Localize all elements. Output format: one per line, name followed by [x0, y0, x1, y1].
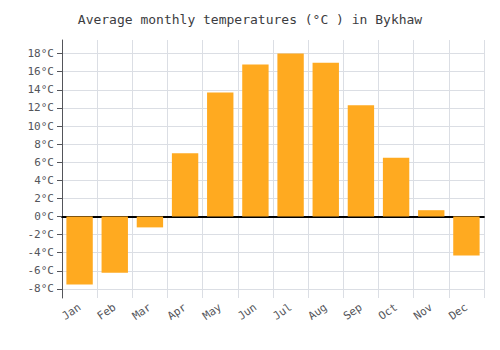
svg-text:0°C: 0°C [34, 210, 54, 223]
svg-text:Jan: Jan [60, 301, 84, 323]
svg-text:16°C: 16°C [28, 65, 55, 78]
svg-text:12°C: 12°C [28, 101, 55, 114]
svg-text:May: May [200, 300, 224, 322]
svg-text:2°C: 2°C [34, 192, 54, 205]
svg-text:Jul: Jul [271, 301, 295, 323]
svg-text:Feb: Feb [95, 301, 119, 323]
svg-text:Apr: Apr [165, 300, 189, 322]
svg-text:-2°C: -2°C [28, 228, 55, 241]
svg-text:Nov: Nov [411, 300, 435, 322]
svg-text:Oct: Oct [376, 301, 400, 323]
svg-text:-6°C: -6°C [28, 264, 55, 277]
svg-text:Aug: Aug [306, 301, 330, 323]
svg-text:-8°C: -8°C [28, 282, 55, 295]
svg-text:Dec: Dec [446, 301, 470, 323]
svg-text:-4°C: -4°C [28, 246, 55, 259]
svg-text:Average monthly temperatures (: Average monthly temperatures (°C ) in By… [78, 12, 423, 27]
svg-text:Sep: Sep [341, 301, 365, 323]
svg-text:8°C: 8°C [34, 138, 54, 151]
svg-text:4°C: 4°C [34, 174, 54, 187]
svg-text:6°C: 6°C [34, 156, 54, 169]
svg-text:Mar: Mar [130, 300, 154, 322]
svg-text:18°C: 18°C [28, 47, 55, 60]
svg-text:14°C: 14°C [28, 83, 55, 96]
svg-text:Jun: Jun [235, 301, 259, 323]
svg-text:10°C: 10°C [28, 120, 55, 133]
